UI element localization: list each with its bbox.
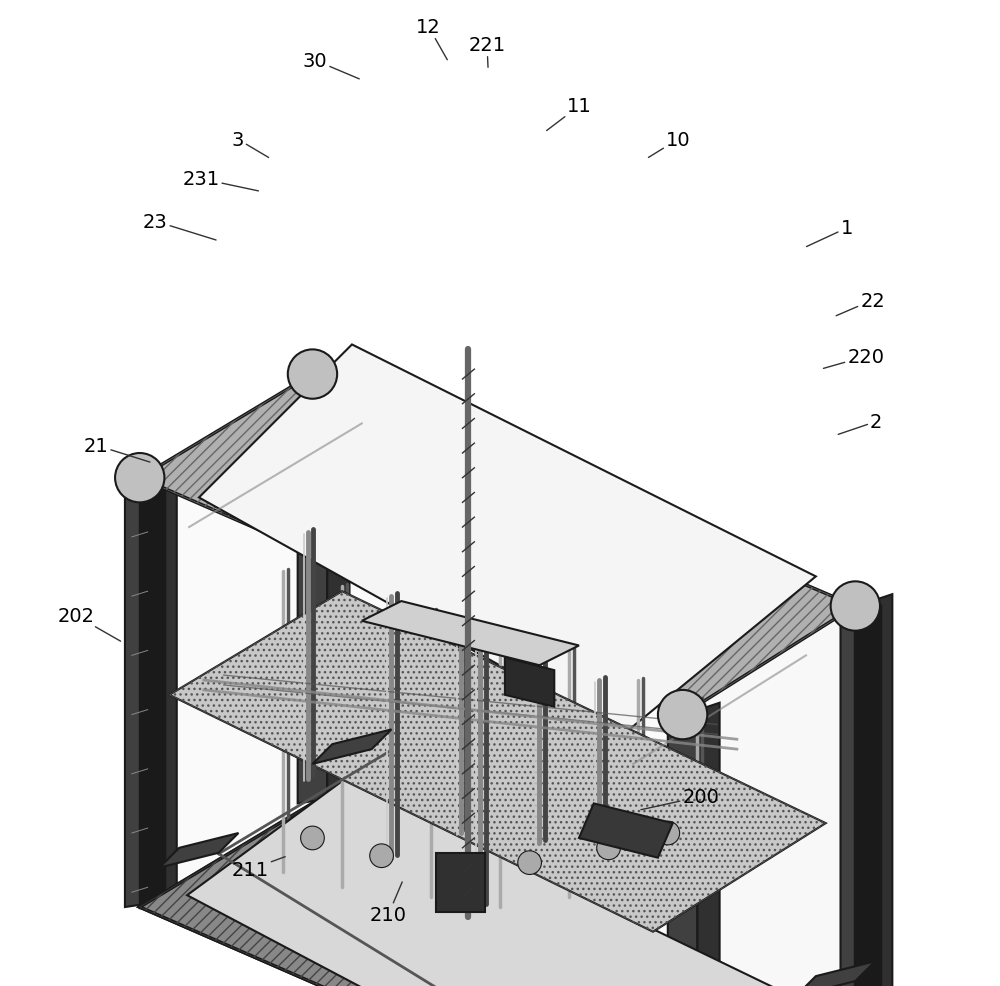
Polygon shape: [855, 606, 880, 986]
Polygon shape: [697, 703, 720, 986]
Polygon shape: [298, 371, 327, 804]
Polygon shape: [683, 606, 855, 986]
Bar: [436, 853, 485, 912]
Polygon shape: [199, 345, 816, 735]
Circle shape: [658, 690, 707, 740]
Circle shape: [370, 844, 393, 868]
Polygon shape: [125, 474, 155, 907]
Circle shape: [115, 454, 164, 503]
Text: 22: 22: [836, 291, 885, 317]
Text: 30: 30: [303, 51, 359, 80]
Text: 200: 200: [641, 787, 719, 810]
Text: 11: 11: [547, 97, 592, 131]
Polygon shape: [505, 658, 554, 707]
Text: 3: 3: [232, 130, 269, 159]
Text: 211: 211: [232, 857, 285, 880]
Text: 1: 1: [807, 219, 853, 247]
Text: 220: 220: [823, 347, 884, 369]
Polygon shape: [140, 804, 855, 986]
Polygon shape: [155, 466, 177, 903]
Polygon shape: [187, 780, 824, 986]
Polygon shape: [312, 730, 391, 764]
Text: 221: 221: [468, 35, 506, 68]
Circle shape: [831, 582, 880, 631]
Text: 2: 2: [838, 412, 882, 435]
Circle shape: [301, 826, 324, 850]
Text: 23: 23: [143, 212, 216, 241]
Text: 210: 210: [370, 882, 407, 925]
Polygon shape: [668, 710, 697, 986]
Circle shape: [518, 851, 541, 875]
Circle shape: [597, 836, 620, 860]
Text: 10: 10: [648, 130, 690, 159]
Circle shape: [444, 863, 467, 886]
Polygon shape: [159, 833, 238, 868]
Polygon shape: [362, 601, 579, 666]
Polygon shape: [140, 375, 855, 715]
Polygon shape: [841, 601, 870, 986]
Polygon shape: [140, 478, 683, 986]
Polygon shape: [870, 595, 892, 986]
Text: 21: 21: [83, 436, 150, 462]
Text: 202: 202: [58, 606, 121, 642]
Circle shape: [288, 350, 337, 399]
Text: 12: 12: [416, 18, 447, 61]
Polygon shape: [140, 478, 164, 907]
Text: 231: 231: [182, 170, 258, 191]
Polygon shape: [796, 961, 875, 986]
Polygon shape: [140, 804, 855, 986]
Circle shape: [656, 821, 680, 845]
Polygon shape: [579, 804, 673, 858]
Polygon shape: [169, 592, 826, 932]
Polygon shape: [327, 363, 349, 799]
